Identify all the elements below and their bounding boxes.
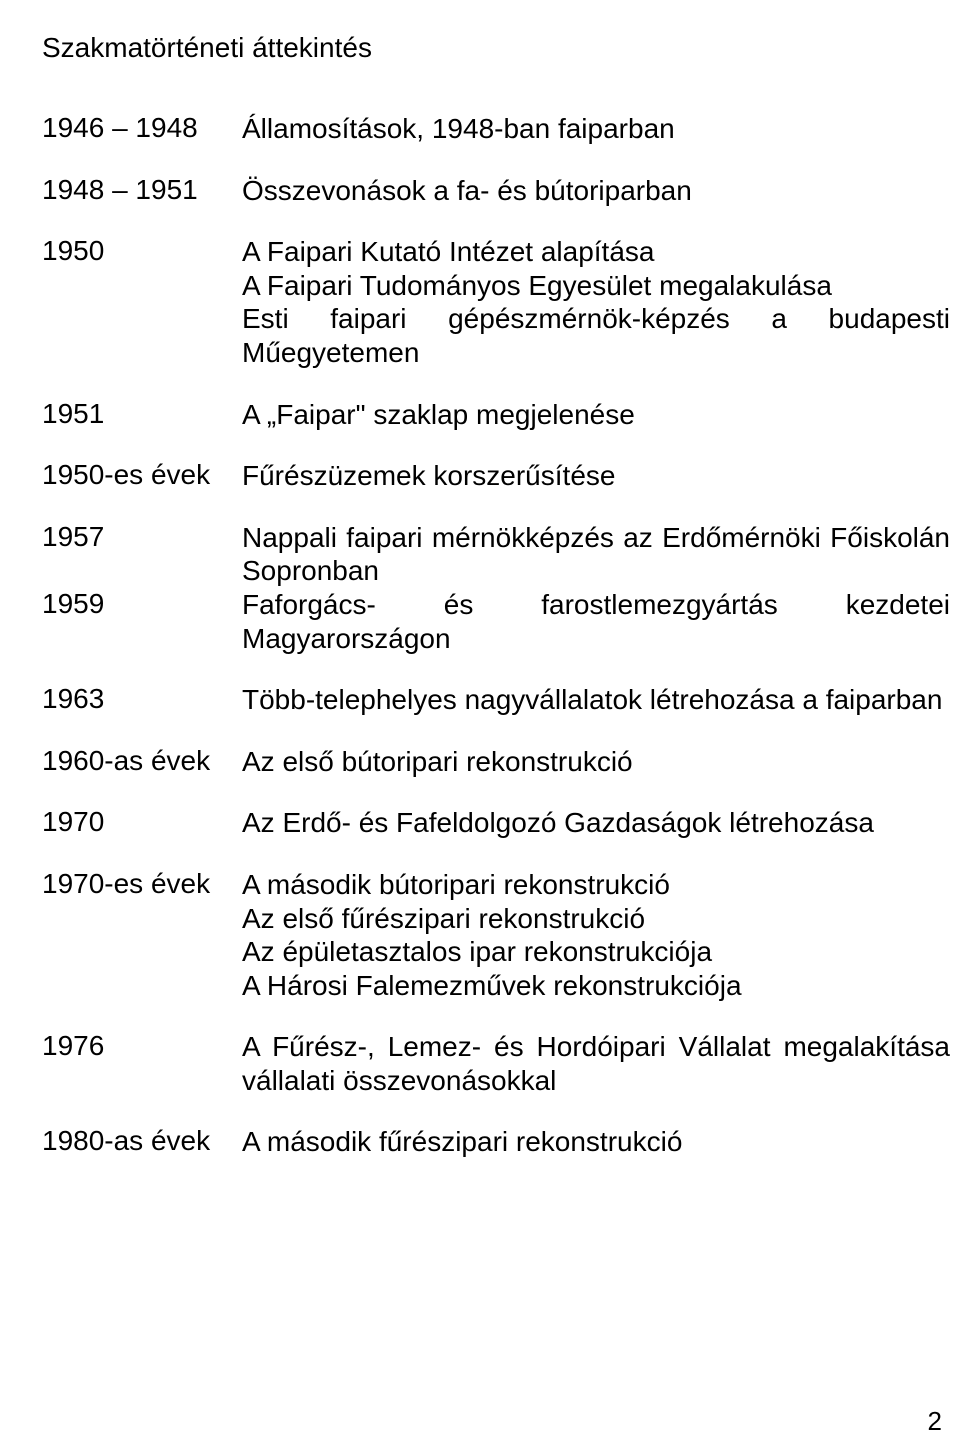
timeline-row: 1963Több-telephelyes nagyvállalatok létr… [42, 683, 952, 717]
timeline-row: 1946 – 1948Államosítások, 1948-ban faipa… [42, 112, 952, 146]
timeline-row: 1950A Faipari Kutató Intézet alapításaA … [42, 235, 952, 369]
timeline-description: A Faipari Kutató Intézet alapításaA Faip… [242, 235, 952, 369]
timeline-year: 1946 – 1948 [42, 112, 242, 144]
timeline-year: 1960-as évek [42, 745, 242, 777]
timeline-row: 1970-es évekA második bútoripari rekonst… [42, 868, 952, 1002]
timeline-row: 1957Nappali faipari mérnökképzés az Erdő… [42, 521, 952, 588]
timeline-year: 1957 [42, 521, 242, 553]
timeline-description: A második bútoripari rekonstrukcióAz els… [242, 868, 952, 1002]
timeline-description: A Fűrész-, Lemez- és Hordóipari Vállalat… [242, 1030, 952, 1097]
page-title: Szakmatörténeti áttekintés [42, 32, 952, 64]
timeline-description: Nappali faipari mérnökképzés az Erdőmérn… [242, 521, 952, 588]
timeline-year: 1970-es évek [42, 868, 242, 900]
timeline-row: 1980-as évekA második fűrészipari rekons… [42, 1125, 952, 1159]
timeline-year: 1976 [42, 1030, 242, 1062]
timeline-year: 1951 [42, 398, 242, 430]
timeline-row: 1950-es évekFűrészüzemek korszerűsítése [42, 459, 952, 493]
timeline-row: 1970Az Erdő- és Fafeldolgozó Gazdaságok … [42, 806, 952, 840]
timeline-description: A második fűrészipari rekonstrukció [242, 1125, 952, 1159]
timeline-description: Faforgács- és farostlemezgyártás kezdete… [242, 588, 952, 655]
timeline-row: 1959Faforgács- és farostlemezgyártás kez… [42, 588, 952, 655]
timeline-row: 1976A Fűrész-, Lemez- és Hordóipari Váll… [42, 1030, 952, 1097]
timeline-description: Több-telephelyes nagyvállalatok létrehoz… [242, 683, 952, 717]
timeline-description: Fűrészüzemek korszerűsítése [242, 459, 952, 493]
timeline-description: Összevonások a fa- és bútoriparban [242, 174, 952, 208]
timeline-year: 1950-es évek [42, 459, 242, 491]
timeline-year: 1950 [42, 235, 242, 267]
timeline-list: 1946 – 1948Államosítások, 1948-ban faipa… [42, 112, 952, 1159]
timeline-description: Államosítások, 1948-ban faiparban [242, 112, 952, 146]
timeline-year: 1970 [42, 806, 242, 838]
timeline-year: 1980-as évek [42, 1125, 242, 1157]
timeline-year: 1948 – 1951 [42, 174, 242, 206]
timeline-row: 1960-as évekAz első bútoripari rekonstru… [42, 745, 952, 779]
timeline-row: 1948 – 1951Összevonások a fa- és bútorip… [42, 174, 952, 208]
timeline-year: 1963 [42, 683, 242, 715]
timeline-year: 1959 [42, 588, 242, 620]
timeline-description: A „Faipar" szaklap megjelenése [242, 398, 952, 432]
timeline-description: Az első bútoripari rekonstrukció [242, 745, 952, 779]
timeline-row: 1951A „Faipar" szaklap megjelenése [42, 398, 952, 432]
timeline-description: Az Erdő- és Fafeldolgozó Gazdaságok létr… [242, 806, 952, 840]
page-number: 2 [928, 1406, 942, 1437]
